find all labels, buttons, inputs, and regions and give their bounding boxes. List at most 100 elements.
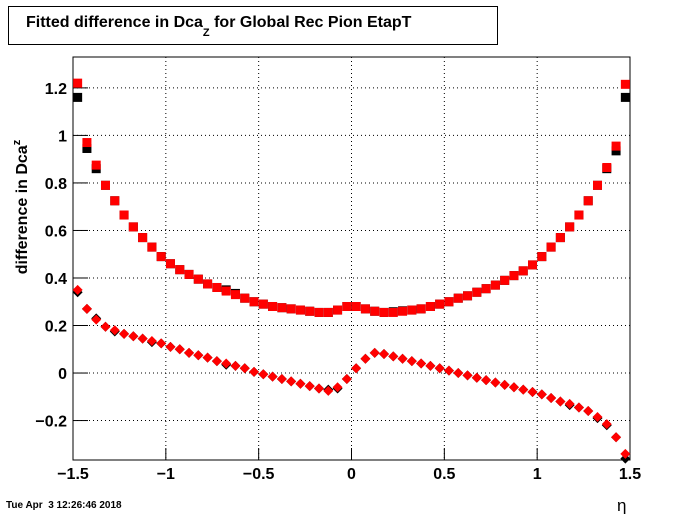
square-marker <box>156 252 166 262</box>
y-tick-label: 1 <box>58 128 67 145</box>
square-marker <box>518 266 528 276</box>
title-sub: Z <box>203 27 210 39</box>
square-marker <box>184 269 194 279</box>
square-marker <box>555 233 565 243</box>
square-marker <box>138 233 148 243</box>
square-marker <box>333 305 343 315</box>
y-tick-label: 1.2 <box>45 81 67 98</box>
square-marker <box>611 141 621 151</box>
square-marker <box>593 180 603 190</box>
diamond-marker <box>258 369 269 380</box>
diamond-marker <box>527 387 538 398</box>
y-tick-label: 0.2 <box>45 319 67 336</box>
diamond-marker <box>100 321 111 332</box>
x-tick-label: 0.5 <box>433 466 455 483</box>
square-marker <box>73 92 83 102</box>
y-tick-label: 0.6 <box>45 223 67 240</box>
square-marker <box>398 306 408 316</box>
y-tick-label: 0 <box>58 366 67 383</box>
x-tick-label: −1.5 <box>57 466 89 483</box>
square-marker <box>277 303 287 313</box>
square-marker <box>342 301 352 311</box>
square-marker <box>128 222 138 232</box>
plot-area: −1.5 −1 −0.5 0 0.5 1 1.5 −0.2 0 0.2 0.4 0.6 0.8 1 1.2 <box>35 56 641 483</box>
square-marker <box>314 307 324 317</box>
diamond-marker <box>378 349 389 360</box>
square-marker <box>416 304 426 314</box>
square-marker <box>286 304 296 314</box>
x-tick-label: −0.5 <box>243 466 275 483</box>
diamond-marker <box>91 314 102 325</box>
square-marker <box>175 265 185 275</box>
square-marker <box>100 180 110 190</box>
square-marker <box>444 297 454 307</box>
diamond-marker <box>72 284 83 295</box>
square-marker <box>360 304 370 314</box>
diamond-marker <box>611 432 622 443</box>
timestamp: Tue Apr 3 12:26:46 2018 <box>6 500 122 511</box>
square-marker <box>602 162 612 172</box>
y-tick-label: −0.2 <box>35 414 67 431</box>
diamond-marker <box>193 350 204 361</box>
square-marker <box>425 301 435 311</box>
diamond-marker <box>471 372 482 383</box>
square-marker <box>82 138 92 148</box>
square-marker <box>620 92 630 102</box>
diamond-marker <box>230 360 241 371</box>
square-marker <box>407 305 417 315</box>
diamond-marker <box>518 384 529 395</box>
diamond-marker <box>481 375 492 386</box>
diamond-marker <box>573 402 584 413</box>
diamond-marker <box>425 360 436 371</box>
diamond-marker <box>360 353 371 364</box>
title-rest: for Global Rec Pion EtapT <box>210 14 412 31</box>
square-marker <box>481 284 491 294</box>
y-axis-label: difference in Dcaz <box>11 139 31 274</box>
y-tick-label: 0.4 <box>45 271 67 288</box>
square-marker <box>453 293 463 303</box>
diamond-marker <box>295 378 306 389</box>
square-marker <box>73 78 83 88</box>
title-box <box>8 6 498 45</box>
diamond-marker <box>137 333 148 344</box>
square-marker <box>546 242 556 252</box>
x-tick-label: 0 <box>347 466 356 483</box>
diamond-marker <box>211 356 222 367</box>
diamond-marker <box>165 341 176 352</box>
diamond-marker <box>314 383 325 394</box>
square-marker <box>388 307 398 317</box>
square-marker <box>165 259 175 269</box>
square-marker <box>193 274 203 284</box>
square-marker <box>221 286 231 296</box>
square-marker <box>620 79 630 89</box>
square-marker <box>463 291 473 301</box>
x-tick-label: 1 <box>533 466 542 483</box>
x-axis-label: η <box>617 496 626 514</box>
diamond-marker <box>341 373 352 384</box>
square-marker <box>565 222 575 232</box>
x-tick-label: −1 <box>157 466 175 483</box>
diamond-marker <box>620 448 631 459</box>
diamond-marker <box>351 363 362 374</box>
square-marker <box>91 160 101 170</box>
diamond-marker <box>286 376 297 387</box>
square-marker <box>379 307 389 317</box>
square-marker <box>323 307 333 317</box>
diamond-marker <box>564 398 575 409</box>
square-marker <box>110 196 120 206</box>
square-marker <box>305 306 315 316</box>
diamond-marker <box>406 356 417 367</box>
diamond-marker <box>174 344 185 355</box>
diamond-marker <box>239 363 250 374</box>
square-marker <box>528 260 538 270</box>
diamond-marker <box>508 382 519 393</box>
square-marker <box>82 143 92 153</box>
square-marker <box>212 282 222 292</box>
square-marker <box>435 299 445 309</box>
diamond-marker <box>304 381 315 392</box>
diamond-marker <box>434 363 445 374</box>
square-marker <box>351 301 361 311</box>
square-marker <box>537 252 547 262</box>
